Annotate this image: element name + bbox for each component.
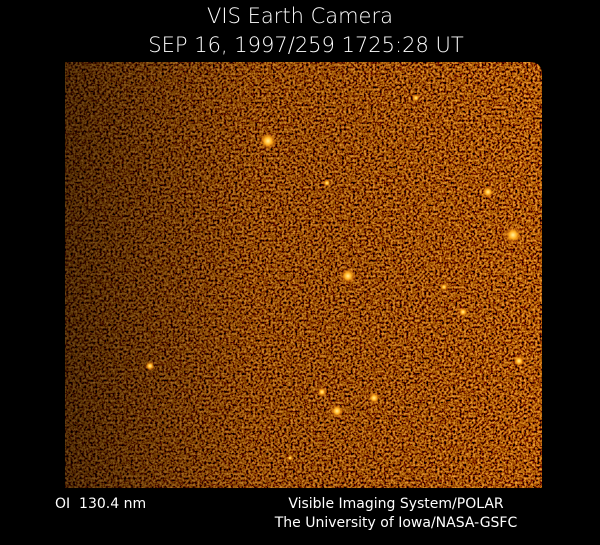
camera-image [65,62,542,488]
institution-label: The University of Iowa/NASA-GSFC [274,515,518,531]
filter-label: OI 130.4 nm [55,496,146,512]
instrument-label: Visible Imaging System/POLAR [288,496,504,512]
timestamp: SEP 16, 1997/259 1725:28 UT [148,33,464,57]
title: VIS Earth Camera [207,4,393,28]
